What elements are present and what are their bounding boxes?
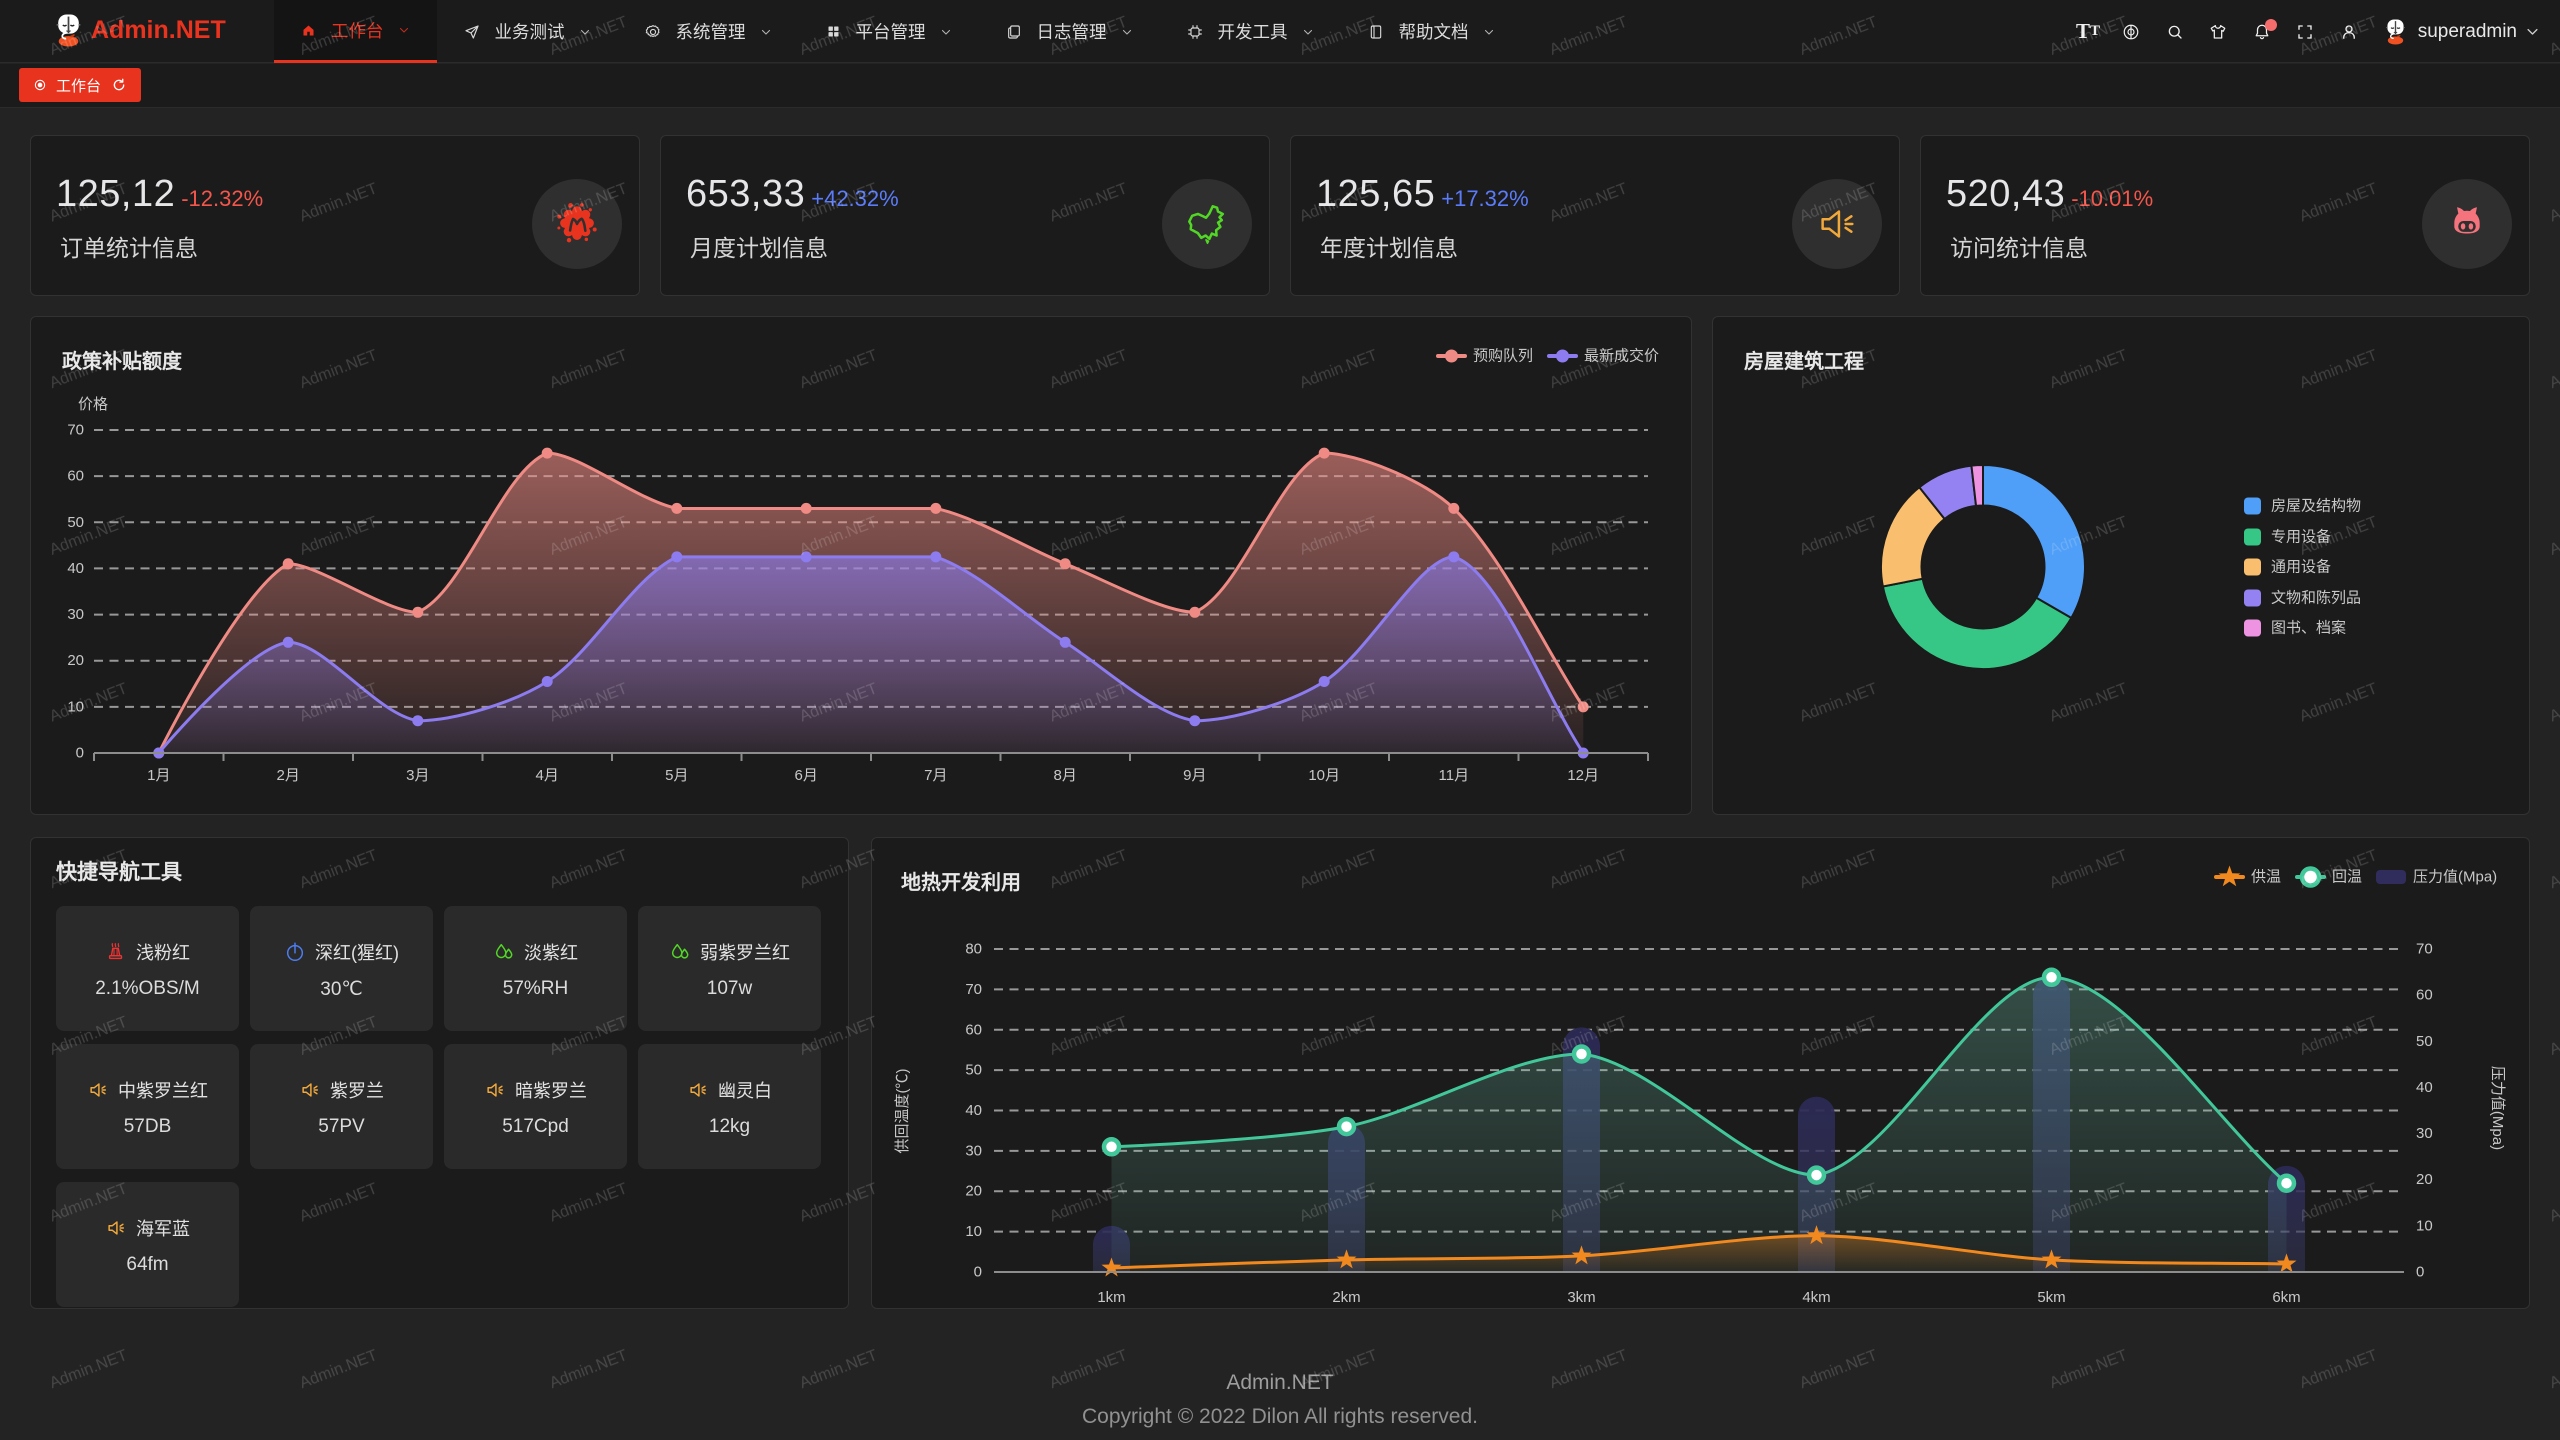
svg-text:文物和陈列品: 文物和陈列品 bbox=[2271, 589, 2361, 607]
svg-text:40: 40 bbox=[67, 560, 84, 577]
svg-text:供温: 供温 bbox=[2251, 869, 2281, 886]
svg-text:8月: 8月 bbox=[1054, 767, 1077, 784]
svg-text:地热开发利用: 地热开发利用 bbox=[901, 870, 1021, 894]
svg-text:60: 60 bbox=[965, 1021, 982, 1038]
svg-text:20: 20 bbox=[2416, 1171, 2433, 1188]
svg-text:5km: 5km bbox=[2037, 1289, 2065, 1306]
svg-text:2月: 2月 bbox=[277, 767, 300, 784]
svg-text:30: 30 bbox=[67, 606, 84, 623]
svg-text:房屋建筑工程: 房屋建筑工程 bbox=[1744, 349, 1864, 373]
svg-text:专用设备: 专用设备 bbox=[2271, 529, 2331, 546]
svg-text:0: 0 bbox=[2416, 1264, 2424, 1281]
svg-text:40: 40 bbox=[2416, 1079, 2433, 1096]
svg-text:压力值(Mpa): 压力值(Mpa) bbox=[2489, 1066, 2506, 1150]
svg-text:10月: 10月 bbox=[1308, 767, 1340, 784]
svg-text:10: 10 bbox=[67, 698, 84, 715]
svg-text:3km: 3km bbox=[1567, 1289, 1595, 1306]
svg-text:1月: 1月 bbox=[147, 767, 170, 784]
svg-text:通用设备: 通用设备 bbox=[2271, 559, 2331, 576]
svg-text:9月: 9月 bbox=[1183, 767, 1206, 784]
svg-text:40: 40 bbox=[965, 1102, 982, 1119]
svg-text:预购队列: 预购队列 bbox=[1473, 348, 1533, 365]
svg-text:3月: 3月 bbox=[406, 767, 429, 784]
svg-text:供回温度(℃): 供回温度(℃) bbox=[894, 1069, 911, 1154]
svg-text:20: 20 bbox=[965, 1183, 982, 1200]
svg-text:50: 50 bbox=[965, 1062, 982, 1079]
svg-text:4月: 4月 bbox=[536, 767, 559, 784]
svg-text:60: 60 bbox=[2416, 987, 2433, 1004]
svg-text:0: 0 bbox=[76, 745, 84, 762]
svg-text:30: 30 bbox=[965, 1142, 982, 1159]
svg-text:0: 0 bbox=[974, 1264, 982, 1281]
svg-text:压力值(Mpa): 压力值(Mpa) bbox=[2413, 869, 2497, 886]
svg-text:最新成交价: 最新成交价 bbox=[1584, 347, 1659, 365]
svg-text:70: 70 bbox=[2416, 941, 2433, 958]
svg-text:10: 10 bbox=[965, 1223, 982, 1240]
svg-text:政策补贴额度: 政策补贴额度 bbox=[62, 349, 183, 373]
svg-text:70: 70 bbox=[965, 981, 982, 998]
svg-text:7月: 7月 bbox=[924, 767, 947, 784]
svg-text:20: 20 bbox=[67, 652, 84, 669]
svg-text:12月: 12月 bbox=[1567, 767, 1599, 784]
svg-text:4km: 4km bbox=[1802, 1289, 1830, 1306]
svg-text:2km: 2km bbox=[1332, 1289, 1360, 1306]
svg-text:5月: 5月 bbox=[665, 767, 688, 784]
svg-text:10: 10 bbox=[2416, 1217, 2433, 1234]
svg-text:6月: 6月 bbox=[795, 767, 818, 784]
svg-text:70: 70 bbox=[67, 422, 84, 439]
svg-text:11月: 11月 bbox=[1439, 767, 1470, 784]
svg-text:60: 60 bbox=[67, 468, 84, 485]
svg-text:50: 50 bbox=[67, 514, 84, 531]
svg-text:回温: 回温 bbox=[2332, 869, 2362, 886]
svg-text:房屋及结构物: 房屋及结构物 bbox=[2271, 498, 2361, 515]
svg-text:价格: 价格 bbox=[78, 396, 108, 413]
svg-text:1km: 1km bbox=[1097, 1289, 1125, 1306]
svg-text:30: 30 bbox=[2416, 1125, 2433, 1142]
svg-text:6km: 6km bbox=[2272, 1289, 2300, 1306]
svg-text:80: 80 bbox=[965, 941, 982, 958]
svg-text:图书、档案: 图书、档案 bbox=[2271, 619, 2346, 637]
svg-text:50: 50 bbox=[2416, 1033, 2433, 1050]
